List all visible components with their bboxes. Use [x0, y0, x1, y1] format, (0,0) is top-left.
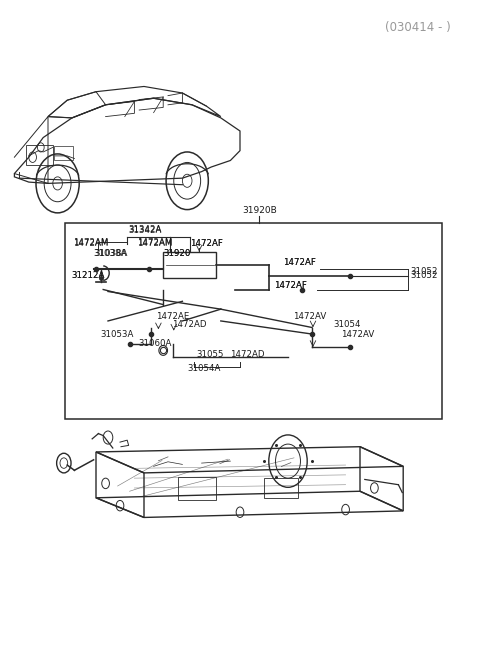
- Text: 31054A: 31054A: [187, 364, 221, 373]
- Text: 1472AM: 1472AM: [73, 238, 108, 248]
- Text: 1472AD: 1472AD: [230, 350, 265, 359]
- Text: 31053A: 31053A: [101, 329, 134, 339]
- Text: 1472AD: 1472AD: [172, 320, 206, 329]
- Text: 31060A: 31060A: [138, 339, 172, 348]
- Text: 31920: 31920: [163, 249, 191, 258]
- Text: 1472AF: 1472AF: [274, 280, 306, 290]
- Text: (030414 - ): (030414 - ): [385, 21, 451, 34]
- Text: 1472AM: 1472AM: [137, 238, 172, 248]
- Text: 31212A: 31212A: [71, 271, 105, 280]
- Text: 1472AF: 1472AF: [190, 238, 222, 248]
- Text: 31038A: 31038A: [94, 249, 128, 258]
- Bar: [26, 145, 53, 165]
- Text: 1472AF: 1472AF: [283, 258, 316, 267]
- Text: 1472AF: 1472AF: [283, 258, 316, 267]
- Bar: [178, 477, 216, 500]
- Text: 1472AM: 1472AM: [73, 238, 108, 247]
- Text: 1472AF: 1472AF: [190, 238, 222, 248]
- Text: 31052: 31052: [410, 267, 438, 276]
- Text: 1472AF: 1472AF: [274, 280, 306, 290]
- Text: 31920: 31920: [163, 249, 191, 258]
- Text: 1472AV: 1472AV: [293, 312, 326, 321]
- Bar: [65, 223, 442, 419]
- Text: 31212A: 31212A: [71, 271, 105, 280]
- Text: 31342A: 31342A: [129, 225, 162, 234]
- Text: 31342A: 31342A: [129, 226, 162, 235]
- Bar: [264, 478, 298, 498]
- Bar: [163, 252, 216, 278]
- Bar: [54, 146, 73, 160]
- Text: 31054: 31054: [334, 320, 361, 329]
- Text: 31038A: 31038A: [94, 249, 127, 258]
- Text: 1472AV: 1472AV: [341, 330, 374, 339]
- Text: 31055: 31055: [197, 350, 224, 359]
- Text: 31052: 31052: [410, 271, 438, 280]
- Text: 1472AM: 1472AM: [137, 238, 172, 247]
- Text: 1472AE: 1472AE: [156, 312, 190, 321]
- Text: 31920B: 31920B: [242, 206, 276, 215]
